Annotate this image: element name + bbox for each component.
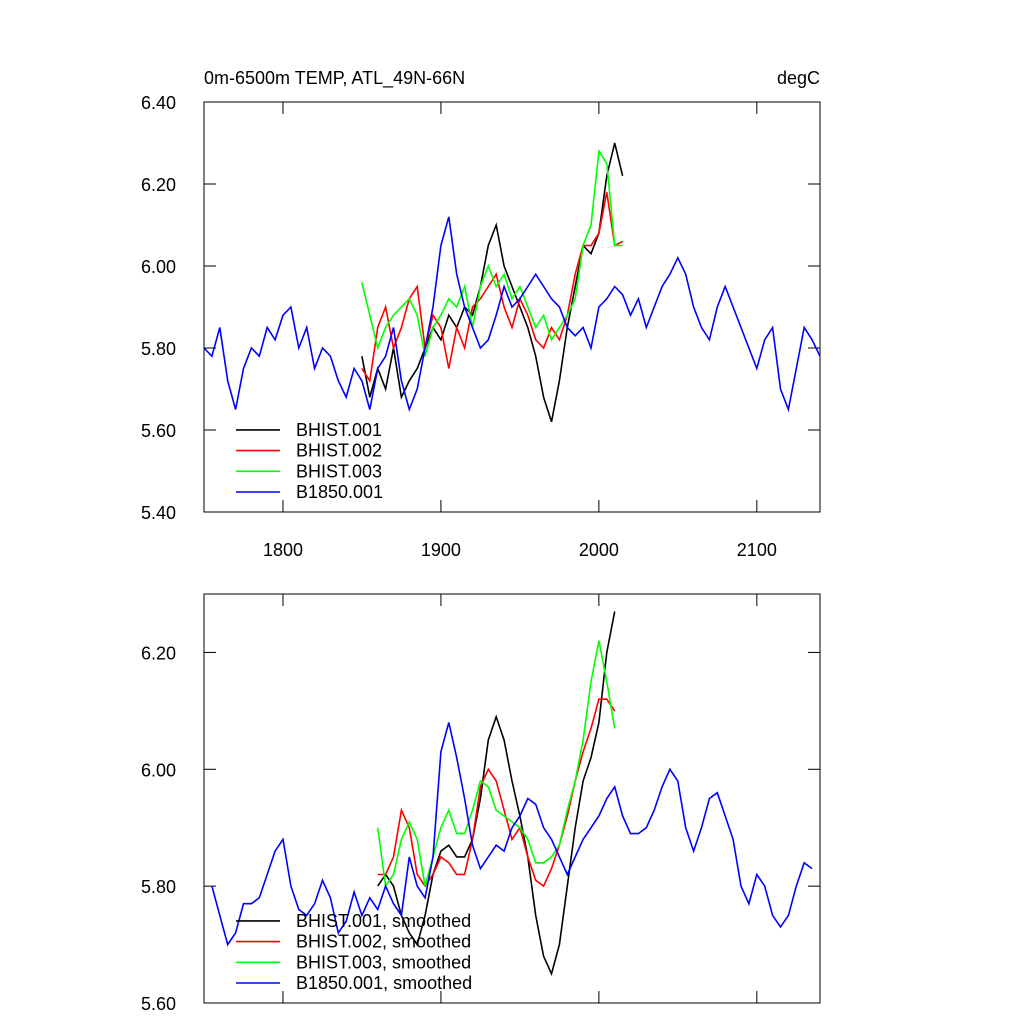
- legend-label: B1850.001: [296, 482, 383, 502]
- legend-label: BHIST.001: [296, 420, 382, 440]
- y-tick-label: 5.60: [141, 421, 176, 441]
- y-tick-label: 6.40: [141, 93, 176, 113]
- x-tick-label: 1900: [421, 540, 461, 560]
- series-line: [211, 722, 813, 947]
- series-line: [361, 148, 623, 357]
- y-tick-label: 5.80: [141, 877, 176, 897]
- y-tick-label: 6.20: [141, 643, 176, 663]
- legend-label: BHIST.002: [296, 441, 382, 461]
- y-tick-label: 5.60: [141, 994, 176, 1014]
- series-line: [377, 698, 616, 888]
- legend-label: BHIST.003, smoothed: [296, 952, 471, 972]
- legend-label: BHIST.002, smoothed: [296, 932, 471, 952]
- y-tick-label: 6.00: [141, 760, 176, 780]
- series-line: [377, 611, 616, 977]
- y-tick-label: 5.80: [141, 339, 176, 359]
- plot-frame: [203, 101, 821, 513]
- x-tick-label: 1800: [263, 540, 303, 560]
- series-line: [203, 216, 821, 413]
- legend-label: BHIST.001, smoothed: [296, 911, 471, 931]
- y-tick-label: 5.40: [141, 503, 176, 523]
- legend-label: B1850.001, smoothed: [296, 973, 472, 993]
- y-tick-label: 6.00: [141, 257, 176, 277]
- legend-label: BHIST.003: [296, 461, 382, 481]
- x-tick-label: 2100: [737, 540, 777, 560]
- x-tick-label: 2000: [579, 540, 619, 560]
- units-label: degC: [777, 68, 820, 88]
- series-line: [361, 142, 624, 423]
- series-line: [361, 192, 623, 384]
- chart-title: 0m-6500m TEMP, ATL_49N-66N: [204, 68, 465, 89]
- y-tick-label: 6.20: [141, 175, 176, 195]
- plot-frame: [203, 593, 821, 1004]
- series-line: [376, 640, 616, 889]
